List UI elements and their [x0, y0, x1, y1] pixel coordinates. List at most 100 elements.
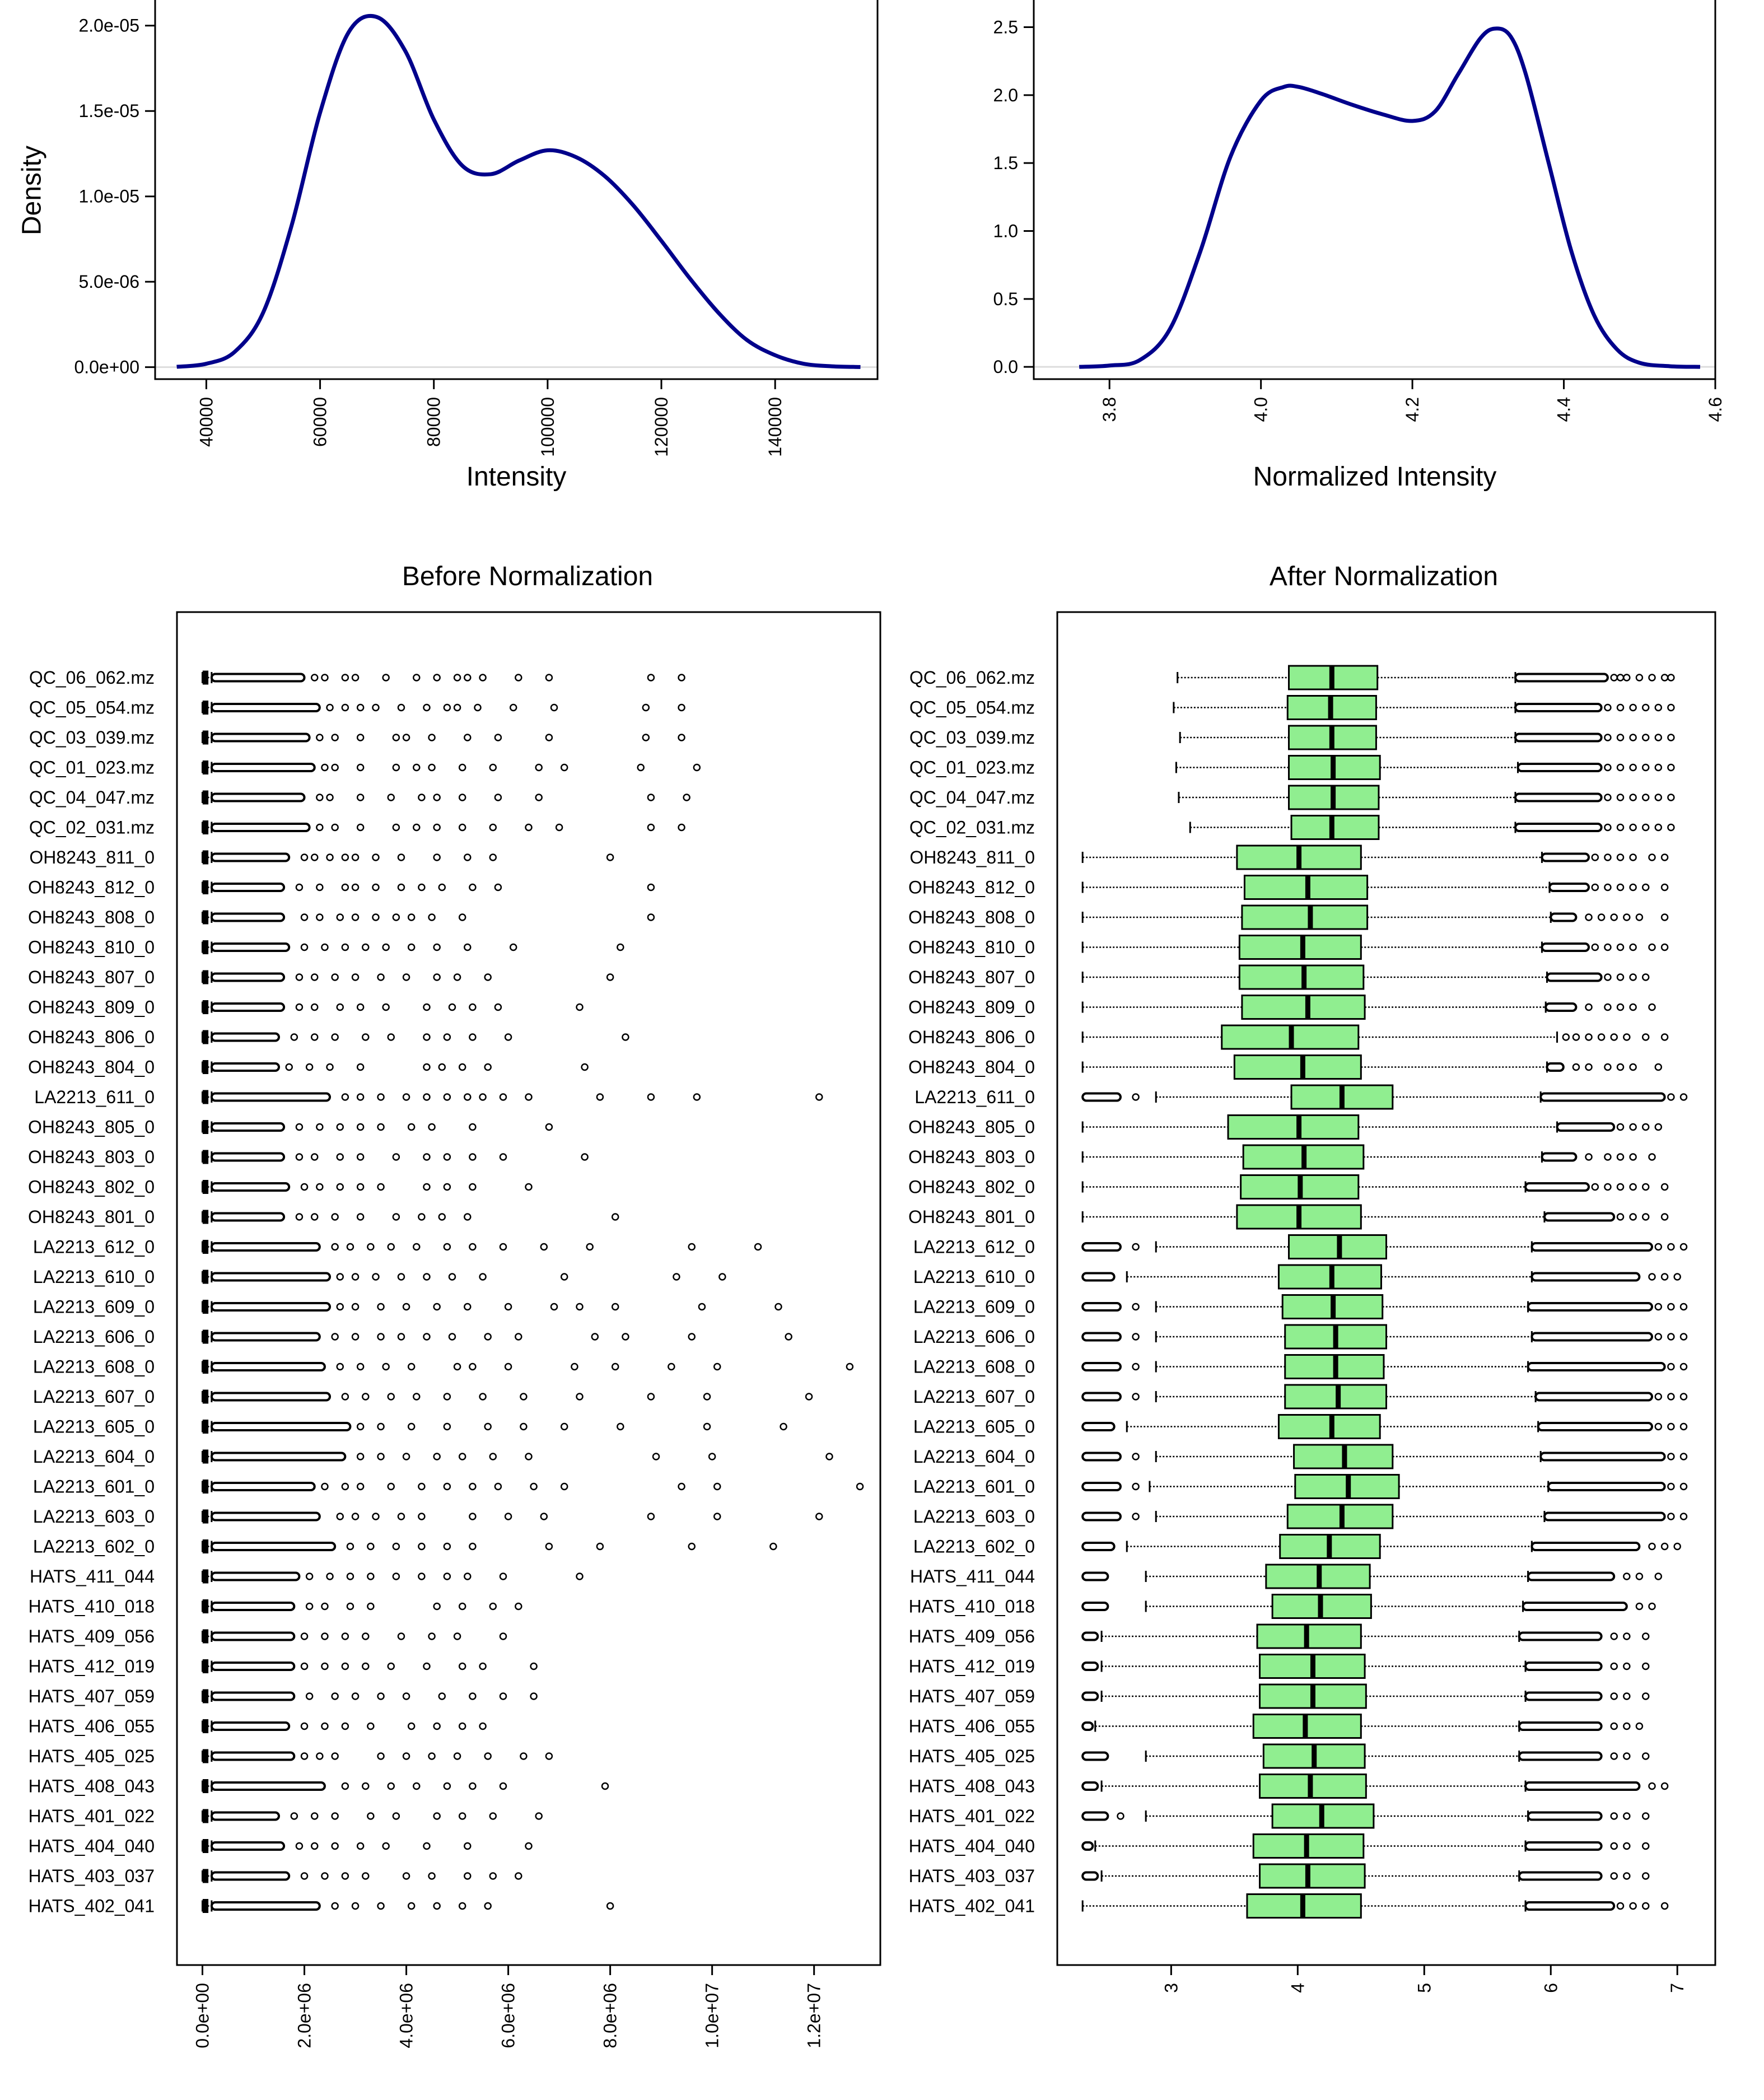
outlier-point: [1610, 1692, 1618, 1700]
outlier-point: [341, 1482, 349, 1491]
outlier-point: [392, 1812, 400, 1820]
outlier-cluster: [1539, 1452, 1666, 1462]
y-tick-label: 1.5e-05: [78, 101, 139, 121]
outlier-point: [1629, 823, 1637, 832]
outlier-point: [407, 913, 416, 921]
outlier-point: [300, 1722, 309, 1730]
sample-row: HATS_407_059: [909, 1683, 1650, 1709]
outlier-cluster: [210, 823, 311, 832]
outlier-point: [316, 734, 324, 741]
outlier-point: [295, 1153, 304, 1161]
sample-row: OH8243_806_0: [908, 1024, 1669, 1050]
outlier-point: [331, 1033, 339, 1041]
outlier-point: [290, 1812, 298, 1820]
outlier-point: [1585, 1153, 1593, 1161]
sample-row: OH8243_810_0: [908, 935, 1669, 960]
sample-label: HATS_402_041: [909, 1896, 1035, 1916]
outlier-point: [305, 1572, 314, 1580]
iqr-box: [1227, 1114, 1360, 1140]
outlier-point: [458, 1902, 466, 1910]
outlier-point: [438, 1213, 446, 1221]
outlier-point: [1604, 943, 1612, 951]
outlier-point: [825, 1453, 833, 1460]
outlier-point: [520, 1422, 528, 1431]
outlier-point: [647, 794, 655, 801]
outlier-cluster: [1543, 1212, 1616, 1222]
outlier-point: [540, 1513, 548, 1520]
sample-row: OH8243_808_0: [28, 907, 655, 927]
outlier-point: [310, 1153, 319, 1161]
outlier-point: [596, 1542, 604, 1551]
sample-row: HATS_405_025: [29, 1746, 553, 1766]
outlier-point: [1660, 1273, 1669, 1281]
outlier-point: [555, 823, 563, 832]
outlier-point: [458, 913, 466, 921]
outlier-point: [1623, 1842, 1631, 1850]
outlier-point: [1660, 853, 1669, 861]
sample-label: LA2213_605_0: [33, 1417, 155, 1437]
outlier-point: [464, 1213, 472, 1221]
outlier-point: [1623, 913, 1631, 921]
outlier-point: [341, 703, 349, 712]
outlier-point: [377, 1422, 385, 1431]
outlier-point: [647, 883, 655, 892]
outlier-point: [606, 853, 614, 861]
sample-label: LA2213_601_0: [913, 1477, 1035, 1497]
outlier-point: [351, 1303, 360, 1311]
outlier-point: [1604, 1183, 1612, 1191]
outlier-point: [535, 763, 543, 772]
outlier-point: [1629, 734, 1637, 741]
outlier-point: [295, 973, 304, 981]
outlier-point: [1629, 794, 1637, 801]
outlier-point: [1648, 1542, 1656, 1551]
outlier-point: [413, 674, 421, 682]
outlier-point: [443, 1093, 451, 1101]
sample-label: HATS_403_037: [29, 1866, 155, 1886]
sample-label: OH8243_812_0: [28, 878, 155, 898]
outlier-point: [515, 1872, 522, 1880]
outlier-point: [1648, 674, 1656, 682]
outlier-point: [367, 1542, 375, 1551]
outlier-point: [683, 794, 690, 801]
outlier-point: [1629, 1063, 1637, 1071]
outlier-cluster: [1530, 1272, 1641, 1282]
outlier-point: [1610, 1812, 1618, 1820]
outlier-point: [469, 1123, 477, 1131]
outlier-point: [310, 1033, 319, 1041]
sample-row: HATS_411_044: [30, 1566, 584, 1586]
x-tick-label: 100000: [538, 397, 558, 457]
plot-frame: [154, 0, 879, 380]
outlier-point: [402, 1872, 410, 1880]
outlier-point: [622, 1333, 629, 1341]
outlier-point: [443, 1183, 451, 1191]
sample-row: OH8243_804_0: [908, 1054, 1663, 1080]
outlier-point: [341, 1093, 349, 1101]
outlier-point: [499, 1692, 507, 1700]
outlier-point: [453, 973, 461, 981]
outlier-cluster: [210, 1032, 281, 1042]
density-before-xlabel: Intensity: [466, 462, 567, 492]
outlier-point: [489, 823, 497, 832]
outlier-point: [351, 674, 360, 682]
outlier-point: [1616, 703, 1625, 712]
outlier-point: [622, 1033, 629, 1041]
outlier-point: [1604, 703, 1612, 712]
outlier-point: [1629, 973, 1637, 981]
sample-label: HATS_401_022: [29, 1806, 155, 1826]
outlier-point: [392, 763, 400, 772]
outlier-cluster: [210, 673, 306, 683]
outlier-point: [1117, 1812, 1124, 1820]
outlier-point: [413, 1782, 421, 1790]
outlier-point: [367, 1812, 375, 1820]
outlier-point: [1629, 883, 1637, 892]
outlier-cluster: [1530, 1242, 1654, 1252]
outlier-point: [423, 1153, 431, 1161]
y-tick-label: 0.0: [993, 357, 1018, 377]
outlier-cluster: [1556, 1122, 1616, 1132]
y-tick-label: 2.5: [993, 17, 1018, 38]
outlier-point: [428, 913, 436, 921]
outlier-cluster: [1544, 1002, 1578, 1012]
outlier-point: [346, 1572, 354, 1580]
outlier-point: [504, 1303, 512, 1311]
outlier-point: [576, 1572, 584, 1580]
